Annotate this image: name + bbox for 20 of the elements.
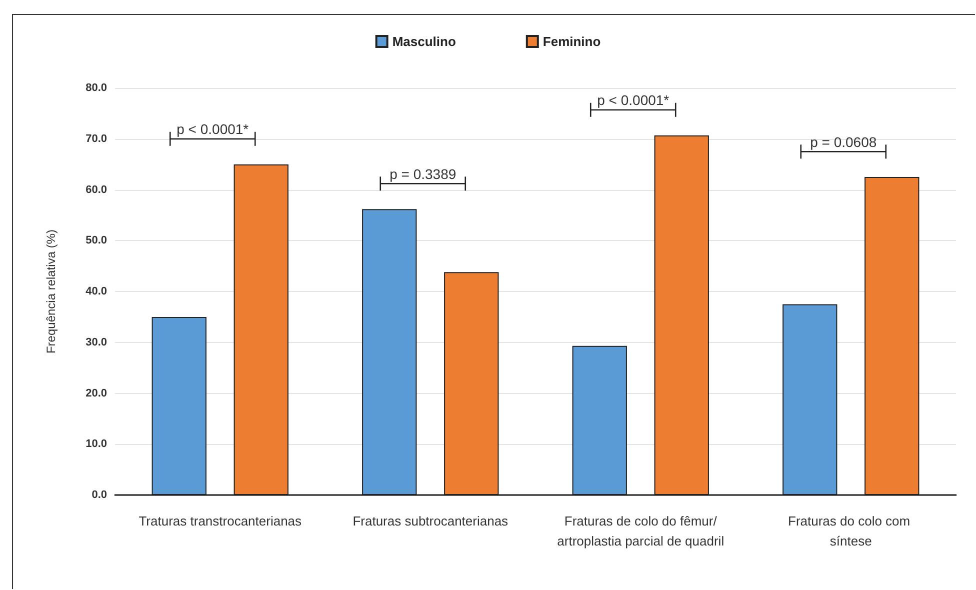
y-tick-label: 70.0 xyxy=(86,132,107,145)
y-tick-label: 50.0 xyxy=(86,234,107,247)
y-tick-label: 80.0 xyxy=(86,82,107,94)
annotation: p < 0.0001* xyxy=(597,92,670,108)
y-tick-label: 20.0 xyxy=(86,387,107,400)
x-tick-label: Fraturas do colo com síntese xyxy=(788,514,914,548)
legend-label: Feminino xyxy=(542,34,601,49)
annotation: p = 0.3389 xyxy=(390,166,456,182)
y-tick-label: 60.0 xyxy=(86,184,107,196)
y-axis-title: Frequência relativa (%) xyxy=(44,229,58,354)
y-tick-label: 0.0 xyxy=(92,489,107,501)
x-tick-label: Fraturas subtrocanterianas xyxy=(352,514,509,528)
x-tick-label: Traturas transtrocanterianas xyxy=(138,514,302,528)
annotation: p = 0.0608 xyxy=(810,134,877,150)
y-tick-label: 10.0 xyxy=(86,438,107,450)
annotation: p < 0.0001* xyxy=(176,120,249,137)
x-tick-label: Fraturas de colo do fêmur/artroplastia parcial de quadril xyxy=(557,514,724,548)
y-tick-label: 30.0 xyxy=(86,336,107,348)
y-tick-label: 40.0 xyxy=(86,286,107,298)
legend-label: Masculino xyxy=(392,34,456,49)
